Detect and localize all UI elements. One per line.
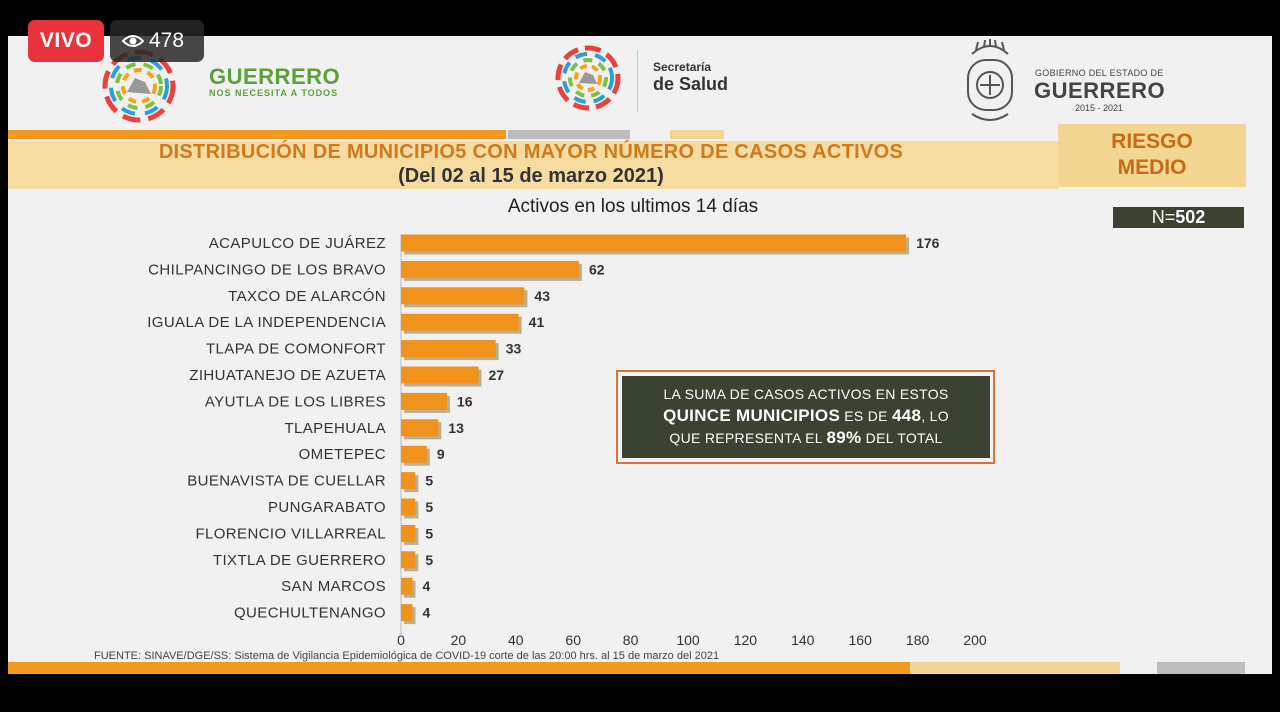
salud-text: de Salud: [653, 74, 729, 94]
bar-chart: ACAPULCO DE JUÁREZ 176 CHILPANCINGO DE LOS…: [147, 234, 987, 648]
guerrero-logo-tagline: NOS NECESITA A TODOS: [209, 88, 339, 98]
bar: [401, 577, 413, 595]
bar: [401, 313, 519, 331]
category-label: PUNGARABATO: [268, 499, 386, 516]
gobierno-guerrero-text: GUERRERO: [1034, 78, 1166, 103]
bar: [401, 472, 416, 490]
x-tick-label: 20: [451, 632, 467, 648]
x-tick-label: 160: [849, 632, 873, 648]
orange-stripe: [8, 130, 506, 139]
bar: [401, 551, 416, 569]
x-tick-label: 200: [963, 632, 987, 648]
bottom-orange-stripe: [8, 662, 910, 674]
category-label: TLAPA DE COMONFORT: [206, 341, 386, 358]
data-label: 5: [425, 552, 433, 568]
secretaria-text: Secretaría: [653, 60, 712, 74]
total-n-badge: N=502: [1113, 207, 1244, 228]
category-label: FLORENCIO VILLARREAL: [195, 525, 386, 542]
data-label: 5: [425, 473, 433, 489]
slide-title: DISTRIBUCIÓN DE MUNICIPIO5 CON MAYOR NÚM…: [158, 141, 904, 163]
data-label: 27: [488, 367, 504, 383]
bar: [401, 445, 427, 463]
data-label: 41: [529, 314, 545, 330]
secretaria-salud-logo-icon: [555, 45, 621, 111]
x-tick-label: 180: [906, 632, 930, 648]
data-label: 13: [448, 420, 464, 436]
bar: [401, 419, 439, 437]
x-tick-label: 120: [734, 632, 758, 648]
category-label: QUECHULTENANGO: [234, 605, 386, 622]
bar: [401, 498, 416, 516]
category-label: OMETEPEC: [299, 446, 386, 463]
chart-title: Activos en los ultimos 14 días: [507, 196, 759, 217]
data-label: 5: [425, 499, 433, 515]
live-badge: VIVO: [28, 20, 104, 62]
data-label: 9: [437, 446, 445, 462]
risk-box: [1058, 124, 1246, 187]
bar: [401, 392, 447, 410]
risk-label: RIESGO MEDIO: [1111, 130, 1193, 179]
slide: GUERRERO NOS NECESITA A TODOS Secretaría…: [8, 36, 1272, 674]
category-label: SAN MARCOS: [281, 578, 386, 595]
viewer-count-badge: 478: [110, 20, 204, 62]
x-tick-label: 60: [565, 632, 581, 648]
gobierno-years: 2015 - 2021: [1075, 103, 1124, 113]
gobierno-text: GOBIERNO DEL ESTADO DE: [1035, 68, 1164, 78]
gray-stripe: [508, 130, 630, 139]
bar: [401, 260, 579, 278]
title-band: [8, 141, 1058, 189]
logo-divider: [637, 50, 638, 112]
viewer-count: 478: [149, 29, 185, 52]
source-note: FUENTE: SINAVE/DGE/SS: Sistema de Vigila…: [94, 650, 720, 662]
data-label: 43: [534, 288, 550, 304]
eye-icon: [122, 35, 144, 47]
bottom-gray-stripe: [1157, 662, 1245, 674]
bar: [401, 234, 907, 252]
bar: [401, 287, 525, 305]
beige-stripe: [670, 130, 724, 139]
x-tick-label: 100: [676, 632, 700, 648]
x-tick-label: 0: [397, 632, 405, 648]
x-tick-label: 40: [508, 632, 524, 648]
data-label: 62: [589, 261, 605, 277]
slide-subtitle: (Del 02 al 15 de marzo 2021): [398, 165, 664, 187]
category-label: CHILPANCINGO DE LOS BRAVO: [148, 261, 386, 278]
category-label: ACAPULCO DE JUÁREZ: [209, 235, 386, 252]
category-label: BUENAVISTA DE CUELLAR: [187, 473, 386, 490]
bar: [401, 366, 479, 384]
data-label: 16: [457, 393, 473, 409]
category-label: TAXCO DE ALARCÓN: [228, 288, 386, 305]
guerrero-logo-text: GUERRERO: [209, 64, 341, 89]
x-tick-label: 140: [791, 632, 815, 648]
category-label: TIXTLA DE GUERRERO: [213, 552, 386, 569]
data-label: 176: [916, 235, 940, 251]
bar: [401, 604, 413, 622]
bar: [401, 524, 416, 542]
data-label: 4: [422, 578, 430, 594]
data-label: 4: [422, 605, 430, 621]
callout-box: [622, 376, 990, 458]
bottom-bar: [0, 674, 1280, 712]
bar: [401, 340, 496, 358]
x-tick-label: 80: [623, 632, 639, 648]
category-label: IGUALA DE LA INDEPENDENCIA: [147, 314, 386, 331]
category-label: AYUTLA DE LOS LIBRES: [205, 393, 386, 410]
bottom-beige-stripe: [910, 662, 1120, 674]
state-coat-of-arms-icon: [967, 39, 1013, 121]
callout-text: LA SUMA DE CASOS ACTIVOS EN ESTOS QUINCE…: [663, 386, 949, 447]
category-label: TLAPEHUALA: [284, 420, 386, 437]
data-label: 33: [506, 341, 522, 357]
data-label: 5: [425, 525, 433, 541]
category-label: ZIHUATANEJO DE AZUETA: [189, 367, 386, 384]
